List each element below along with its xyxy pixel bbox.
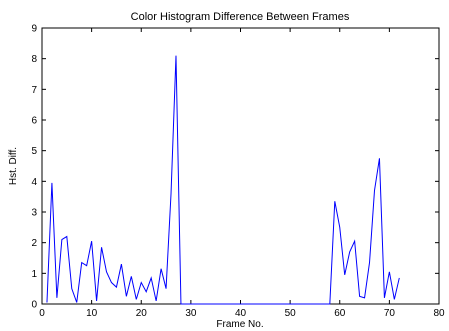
y-tick-label: 7: [31, 85, 37, 96]
y-tick-label: 3: [31, 208, 37, 219]
y-tick-label: 8: [31, 54, 37, 65]
series-line: [46, 55, 400, 305]
x-tick-label: 0: [39, 308, 45, 319]
y-tick-label: 0: [31, 300, 37, 311]
y-tick-label: 4: [31, 177, 37, 188]
x-tick-label: 70: [384, 308, 396, 319]
y-tick-label: 6: [31, 116, 37, 127]
x-tick-label: 20: [136, 308, 148, 319]
x-tick-label: 40: [235, 308, 247, 319]
x-tick-label: 50: [285, 308, 297, 319]
x-axis-ticks: 0 10 20 30 40 50 60 70 80: [39, 28, 445, 319]
y-axis-ticks: 0 1 2 3 4 5 6 7 8 9: [31, 24, 439, 311]
plot-area: [41, 27, 440, 305]
y-axis-label: Hst. Diff.: [8, 147, 19, 185]
y-tick-label: 5: [31, 146, 37, 157]
chart-title: Color Histogram Difference Between Frame…: [131, 11, 350, 23]
x-tick-label: 80: [433, 308, 445, 319]
y-tick-label: 1: [31, 269, 37, 280]
x-axis-label: Frame No.: [216, 319, 263, 330]
x-tick-label: 30: [185, 308, 197, 319]
y-tick-label: 9: [31, 24, 37, 35]
x-tick-label: 10: [86, 308, 98, 319]
x-tick-label: 60: [334, 308, 346, 319]
y-tick-label: 2: [31, 238, 37, 249]
series-layer: [46, 55, 400, 305]
